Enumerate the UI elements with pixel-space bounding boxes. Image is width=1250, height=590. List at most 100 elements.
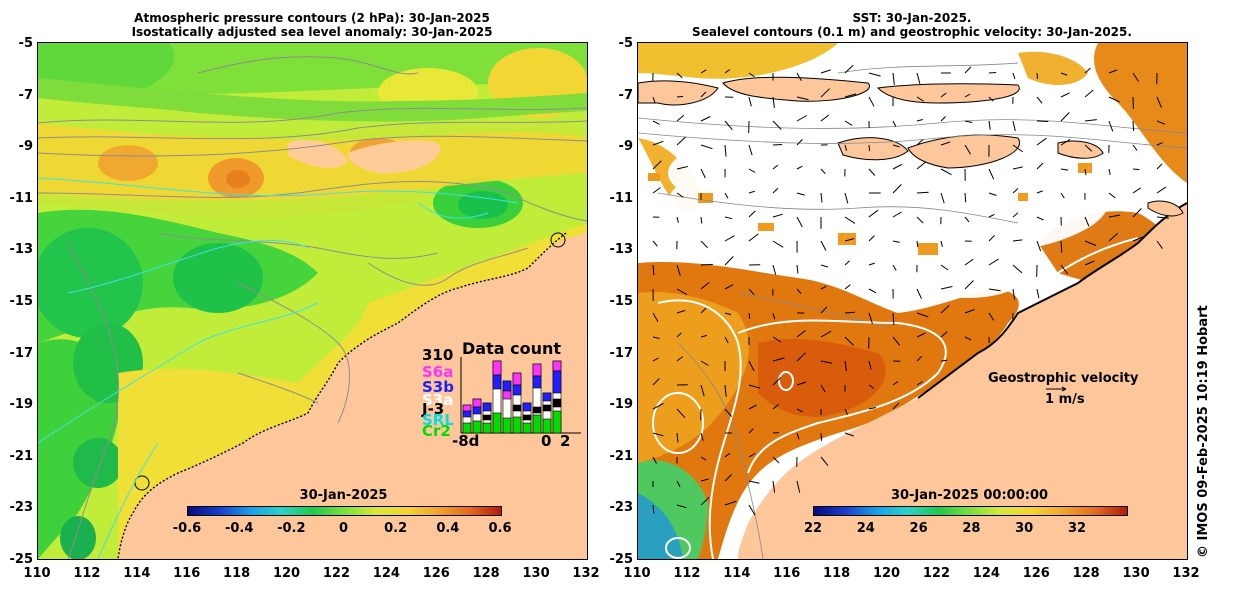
velocity-arrow (844, 64, 854, 74)
velocity-arrow (1060, 192, 1065, 199)
velocity-arrow (748, 144, 753, 156)
velocity-arrow (700, 216, 703, 224)
velocity-arrow (964, 280, 974, 290)
colorbar-tick-label: -0.2 (277, 521, 306, 536)
velocity-arrow (988, 288, 1001, 292)
velocity-arrow (796, 330, 806, 338)
velocity-arrow (796, 381, 807, 386)
inset-x-mid: 0 (541, 432, 552, 450)
velocity-arrow (748, 404, 757, 410)
velocity-arrow (1132, 208, 1142, 218)
velocity-arrow (1036, 137, 1047, 146)
colorbar-tick-label: -0.6 (172, 521, 202, 536)
right-title-line1: SST: 30-Jan-2025. (852, 11, 972, 25)
velocity-arrow (892, 402, 900, 410)
velocity-arrow (820, 285, 827, 290)
velocity-arrow (1060, 240, 1063, 253)
velocity-arrow (1084, 144, 1093, 152)
velocity-arrow (1084, 89, 1094, 98)
velocity-arrow (748, 504, 756, 516)
x-tick-label: 116 (773, 566, 801, 581)
y-tick-label: -11 (609, 190, 634, 206)
velocity-arrow (892, 381, 899, 386)
x-tick-label: 124 (972, 566, 1000, 581)
velocity-arrow (724, 235, 735, 242)
velocity-arrow (1036, 240, 1042, 252)
velocity-arrow (772, 336, 782, 343)
velocity-arrow (652, 432, 664, 437)
velocity-arrow (988, 312, 995, 321)
x-tick-label: 118 (823, 566, 851, 581)
velocity-arrow (940, 359, 948, 362)
velocity-arrow (892, 211, 902, 218)
velocity-arrow (1108, 168, 1111, 175)
y-tick-label: -9 (18, 139, 33, 155)
velocity-label: Geostrophic velocity (988, 371, 1139, 386)
velocity-arrow (724, 284, 734, 290)
velocity-arrow (676, 264, 681, 276)
velocity-arrow (820, 330, 832, 338)
velocity-arrow (796, 115, 807, 122)
velocity-arrow (1036, 162, 1044, 170)
velocity-arrow (844, 120, 853, 126)
velocity-arrow (820, 88, 830, 98)
velocity-arrow (1060, 92, 1070, 98)
velocity-arrow (1132, 144, 1138, 151)
velocity-arrow (700, 456, 707, 461)
velocity-arrow (772, 164, 779, 170)
velocity-arrow (700, 384, 705, 397)
velocity-arrow (700, 478, 709, 482)
velocity-arrow (916, 312, 929, 318)
velocity-arrow (1132, 120, 1135, 132)
x-tick-label: 122 (322, 566, 351, 581)
velocity-arrow (1012, 72, 1016, 80)
velocity-arrow (700, 334, 708, 338)
inset-mission-s6a: S6a (422, 363, 454, 381)
velocity-arrow (1156, 186, 1167, 194)
velocity-arrow (724, 336, 729, 344)
velocity-arrow (700, 432, 704, 441)
velocity-arrow (748, 168, 756, 173)
velocity-arrow (652, 402, 664, 410)
velocity-arrow (1036, 96, 1043, 104)
velocity-arrow (892, 184, 902, 194)
y-tick-label: -13 (9, 242, 34, 258)
velocity-arrow (724, 144, 727, 157)
velocity-arrow (748, 288, 755, 296)
velocity-arrow (748, 452, 756, 458)
velocity-arrow (1132, 236, 1144, 242)
velocity-arrow (796, 408, 803, 413)
velocity-arrow (820, 114, 830, 122)
velocity-arrow (652, 336, 660, 339)
velocity-arrow (892, 312, 895, 325)
velocity-arrow (724, 120, 733, 131)
velocity-arrow (724, 500, 737, 506)
velocity-arrow (676, 192, 684, 198)
velocity-arrow (916, 332, 926, 338)
velocity-arrow (1156, 216, 1169, 219)
velocity-arrow (1036, 120, 1049, 122)
velocity-arrow (1060, 264, 1069, 275)
velocity-arrow (820, 192, 823, 203)
y-tick-label: -15 (609, 294, 634, 309)
velocity-arrow (796, 432, 800, 440)
velocity-scale-label: 1 m/s (1045, 392, 1085, 407)
velocity-arrow (796, 264, 799, 274)
velocity-arrow (1132, 72, 1140, 82)
velocity-arrow (700, 116, 711, 122)
inset-mission-cr2: Cr2 (422, 422, 451, 440)
velocity-arrow (652, 240, 658, 247)
x-tick-label: 128 (1072, 566, 1100, 581)
velocity-arrow (700, 496, 710, 506)
velocity-arrow (724, 216, 733, 220)
y-tick-label: -23 (609, 500, 634, 516)
x-tick-label: 120 (272, 566, 301, 581)
velocity-arrow (772, 213, 783, 218)
velocity-arrow (868, 407, 877, 410)
velocity-arrow (796, 192, 805, 196)
x-tick-label: 126 (422, 566, 450, 581)
velocity-arrow (724, 256, 734, 266)
velocity-arrow (796, 96, 809, 101)
velocity-arrow (892, 264, 897, 271)
velocity-arrow (1084, 168, 1087, 176)
